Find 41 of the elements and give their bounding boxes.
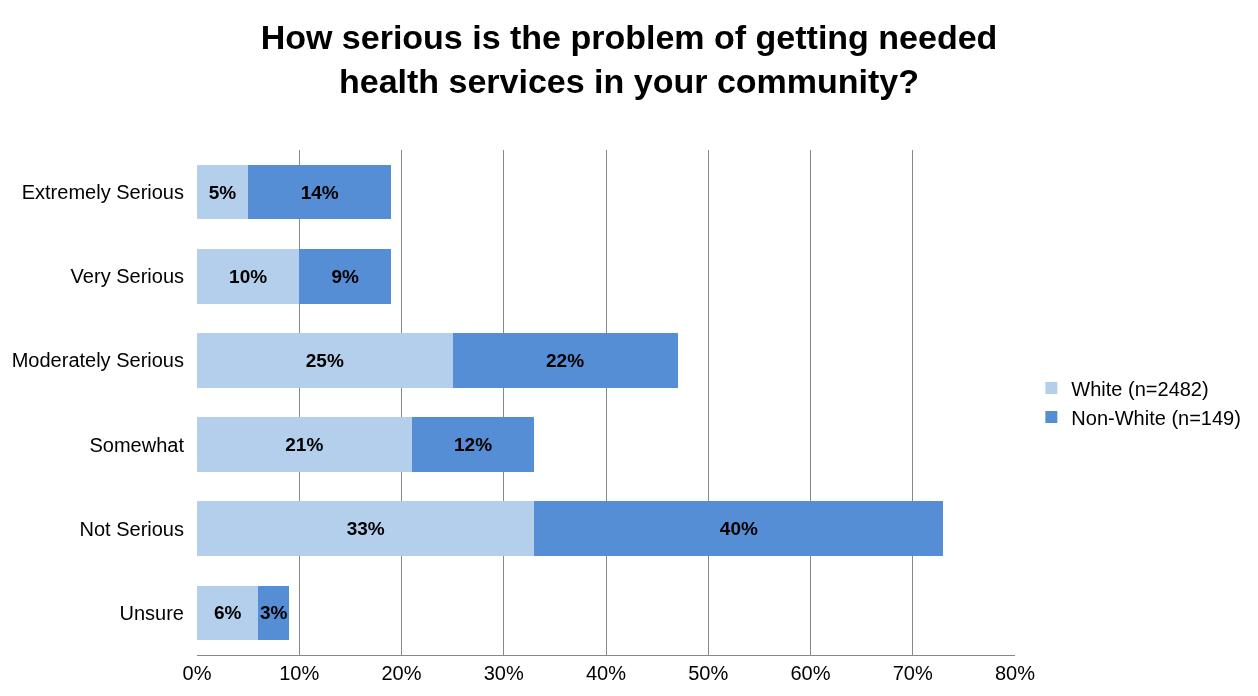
- legend-label: Non-White (n=149): [1071, 406, 1241, 429]
- x-tick-label: 50%: [688, 662, 729, 684]
- data-label: 9%: [331, 265, 360, 287]
- data-label: 3%: [259, 602, 288, 624]
- bar: [197, 501, 535, 557]
- y-tick-label: Unsure: [119, 601, 184, 624]
- y-tick-label: Very Serious: [70, 265, 184, 288]
- x-tick-label: 80%: [994, 662, 1036, 684]
- bar: [197, 248, 300, 304]
- x-tick-label: 20%: [381, 662, 422, 684]
- legend-label: White (n=2482): [1071, 377, 1209, 400]
- data-label: 14%: [300, 181, 339, 203]
- bar: [248, 164, 392, 220]
- data-label: 25%: [305, 349, 344, 371]
- x-tick-label: 60%: [790, 662, 831, 684]
- chart-title: How serious is the problem of getting needed health services in your community?: [260, 17, 998, 100]
- data-label: 22%: [546, 349, 585, 371]
- bar: [197, 164, 249, 220]
- data-label: 6%: [213, 602, 242, 624]
- bar: [299, 248, 392, 304]
- data-label: 10%: [229, 265, 268, 287]
- bar: [534, 501, 944, 557]
- bar: [197, 333, 453, 388]
- bar: [197, 585, 259, 641]
- data-label: 21%: [285, 434, 324, 456]
- x-tick-label: 30%: [483, 662, 524, 684]
- y-tick-label: Moderately Serious: [11, 349, 184, 372]
- bar: [452, 333, 678, 388]
- x-tick-label: 40%: [585, 662, 627, 684]
- y-tick-label: Extremely Serious: [21, 181, 184, 204]
- x-tick-label: 0%: [182, 662, 212, 684]
- data-label: 40%: [719, 518, 758, 540]
- x-tick-label: 70%: [892, 662, 933, 684]
- data-label: 33%: [346, 518, 385, 540]
- data-label: 12%: [454, 434, 493, 456]
- bar: [411, 417, 535, 472]
- x-tick-label: 10%: [279, 662, 320, 684]
- bar: [197, 417, 412, 472]
- y-tick-label: Somewhat: [89, 433, 185, 456]
- y-tick-label: Not Serious: [79, 517, 184, 540]
- data-label: 5%: [208, 181, 237, 203]
